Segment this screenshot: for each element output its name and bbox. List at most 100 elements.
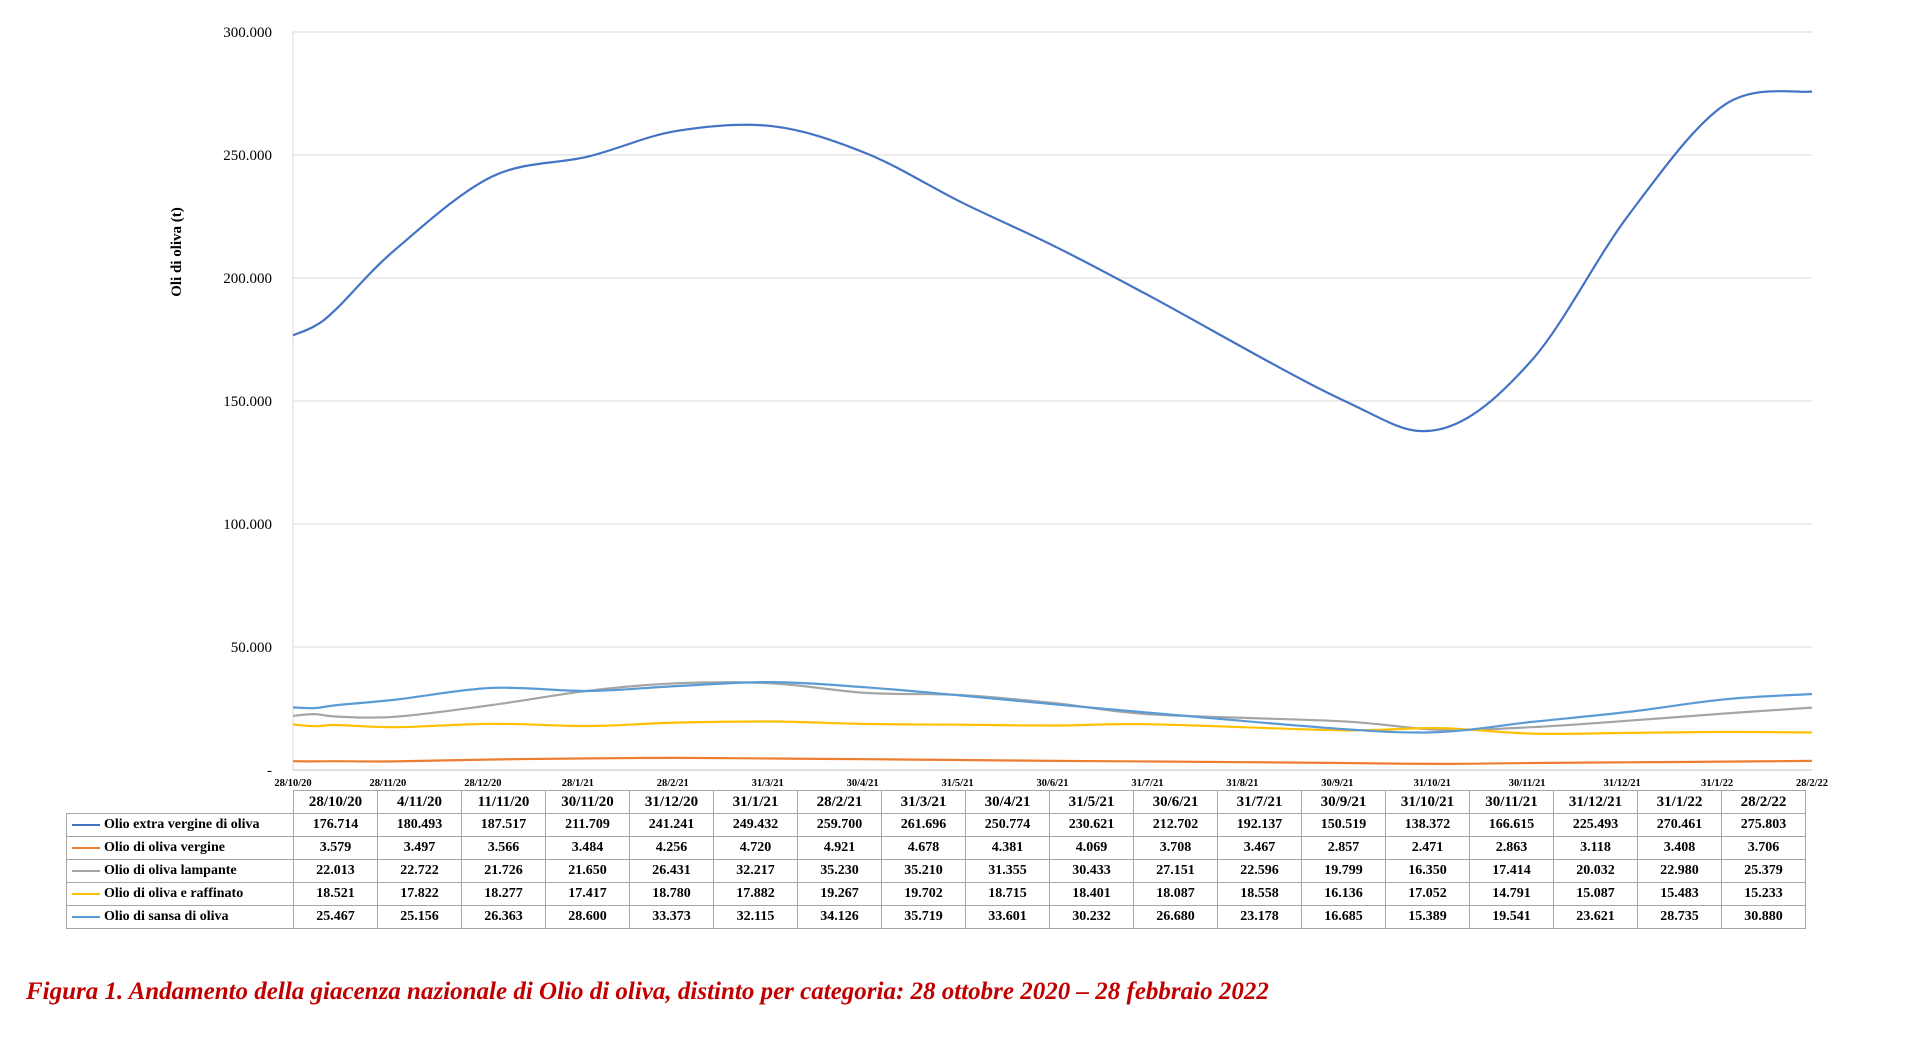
- table-cell: 23.621: [1553, 905, 1638, 929]
- table-cell: 2.857: [1301, 836, 1386, 860]
- table-cell: 19.702: [881, 882, 966, 906]
- table-cell: 25.467: [293, 905, 378, 929]
- series-line-1: [292, 756, 1813, 766]
- legend-entry: Olio di sansa di oliva: [66, 905, 294, 929]
- table-cell: 15.389: [1385, 905, 1470, 929]
- table-cell: 19.799: [1301, 859, 1386, 883]
- table-cell: 2.471: [1385, 836, 1470, 860]
- table-cell: 18.087: [1133, 882, 1218, 906]
- table-row: Olio di oliva lampante 22.013 22.722 21.726…: [66, 859, 1806, 883]
- table-cell: 32.115: [713, 905, 798, 929]
- table-cell: 25.156: [377, 905, 462, 929]
- table-cell: 3.708: [1133, 836, 1218, 860]
- y-tick-label: 100.000: [223, 517, 272, 533]
- table-cell: 3.566: [461, 836, 546, 860]
- table-cell: 31.355: [965, 859, 1050, 883]
- table-cell: 21.650: [545, 859, 630, 883]
- table-cell: 4.921: [797, 836, 882, 860]
- table-cell: 34.126: [797, 905, 882, 929]
- table-cell: 4.678: [881, 836, 966, 860]
- table-header-cell: 30/6/21: [1133, 790, 1218, 814]
- table-cell: 3.497: [377, 836, 462, 860]
- table-header-cell: 31/1/22: [1637, 790, 1722, 814]
- x-tick-label: 30/11/21: [1509, 778, 1546, 789]
- table-header-cell: 31/10/21: [1385, 790, 1470, 814]
- table-cell: 18.558: [1217, 882, 1302, 906]
- table-row: Olio di oliva vergine 3.579 3.497 3.566 3.48…: [66, 836, 1806, 860]
- table-cell: 230.621: [1049, 813, 1134, 837]
- table-cell: 15.087: [1553, 882, 1638, 906]
- table-cell: 211.709: [545, 813, 630, 837]
- table-cell: 17.882: [713, 882, 798, 906]
- table-cell: 28.600: [545, 905, 630, 929]
- table-cell: 17.822: [377, 882, 462, 906]
- table-cell: 18.780: [629, 882, 714, 906]
- table-header-cell: 30/9/21: [1301, 790, 1386, 814]
- table-cell: 4.256: [629, 836, 714, 860]
- x-tick-label: 30/4/21: [847, 778, 879, 789]
- series-line-0: [292, 90, 1813, 433]
- gridlines: [292, 31, 1812, 771]
- y-tick-label: 300.000: [223, 25, 272, 41]
- table-header-cell: 30/11/20: [545, 790, 630, 814]
- table-cell: 15.483: [1637, 882, 1722, 906]
- x-tick-label: 30/9/21: [1321, 778, 1353, 789]
- table-cell: 270.461: [1637, 813, 1722, 837]
- table-header-cell: 30/11/21: [1469, 790, 1554, 814]
- table-row: Olio extra vergine di oliva 176.714 180.49…: [66, 813, 1806, 837]
- table-row: Olio di oliva e raffinato 18.521 17.822 18.…: [66, 882, 1806, 906]
- legend-entry: Olio di oliva lampante: [66, 859, 294, 883]
- legend-key: [72, 846, 100, 849]
- table-row: Olio di sansa di oliva 25.467 25.156 26.363…: [66, 905, 1806, 929]
- y-tick-label: 250.000: [223, 148, 272, 164]
- series-lines: [292, 90, 1813, 766]
- table-cell: 32.217: [713, 859, 798, 883]
- y-axis-ticks: - 50.000 100.000 150.000 200.000 250.000 300.0…: [223, 25, 272, 779]
- table-cell: 19.541: [1469, 905, 1554, 929]
- table-cell: 275.803: [1721, 813, 1806, 837]
- x-tick-label: 28/12/20: [464, 778, 501, 789]
- table-cell: 26.431: [629, 859, 714, 883]
- table-cell: 22.980: [1637, 859, 1722, 883]
- table-cell: 35.719: [881, 905, 966, 929]
- y-tick-label: 50.000: [231, 640, 272, 656]
- table-cell: 241.241: [629, 813, 714, 837]
- legend-label: Olio di oliva vergine: [104, 840, 225, 855]
- legend-label: Olio extra vergine di oliva: [104, 817, 260, 832]
- table-cell: 17.414: [1469, 859, 1554, 883]
- table-cell: 3.706: [1721, 836, 1806, 860]
- table-cell: 3.484: [545, 836, 630, 860]
- table-cell: 225.493: [1553, 813, 1638, 837]
- table-cell: 19.267: [797, 882, 882, 906]
- table-cell: 16.350: [1385, 859, 1470, 883]
- table-cell: 27.151: [1133, 859, 1218, 883]
- table-cell: 22.596: [1217, 859, 1302, 883]
- table-cell: 150.519: [1301, 813, 1386, 837]
- table-cell: 25.379: [1721, 859, 1806, 883]
- table-cell: 249.432: [713, 813, 798, 837]
- x-tick-label: 30/6/21: [1036, 778, 1068, 789]
- table-cell: 180.493: [377, 813, 462, 837]
- x-tick-label: 31/3/21: [752, 778, 784, 789]
- line-chart: - 50.000 100.000 150.000 200.000 250.000 300.0…: [169, 25, 1828, 789]
- table-header-cell: 11/11/20: [461, 790, 546, 814]
- x-tick-label: 31/8/21: [1226, 778, 1258, 789]
- legend-key: [72, 915, 100, 918]
- table-cell: 30.232: [1049, 905, 1134, 929]
- table-cell: 20.032: [1553, 859, 1638, 883]
- table-header-cell: 28/2/21: [797, 790, 882, 814]
- table-header-cell: 4/11/20: [377, 790, 462, 814]
- table-header-cell: 31/12/21: [1553, 790, 1638, 814]
- y-tick-label: -: [267, 763, 272, 779]
- x-tick-label: 31/1/22: [1701, 778, 1733, 789]
- table-cell: 212.702: [1133, 813, 1218, 837]
- table-cell: 187.517: [461, 813, 546, 837]
- table-cell: 3.118: [1553, 836, 1638, 860]
- legend-entry: Olio di oliva e raffinato: [66, 882, 294, 906]
- x-tick-label: 31/7/21: [1131, 778, 1163, 789]
- table-header-cell: 31/12/20: [629, 790, 714, 814]
- table-cell: 4.720: [713, 836, 798, 860]
- table-cell: 35.230: [797, 859, 882, 883]
- x-axis-ticks: 28/10/20 28/11/20 28/12/20 28/1/21 28/2/21 31…: [274, 778, 1828, 789]
- figure-caption: Figura 1. Andamento della giacenza nazio…: [26, 978, 1269, 1005]
